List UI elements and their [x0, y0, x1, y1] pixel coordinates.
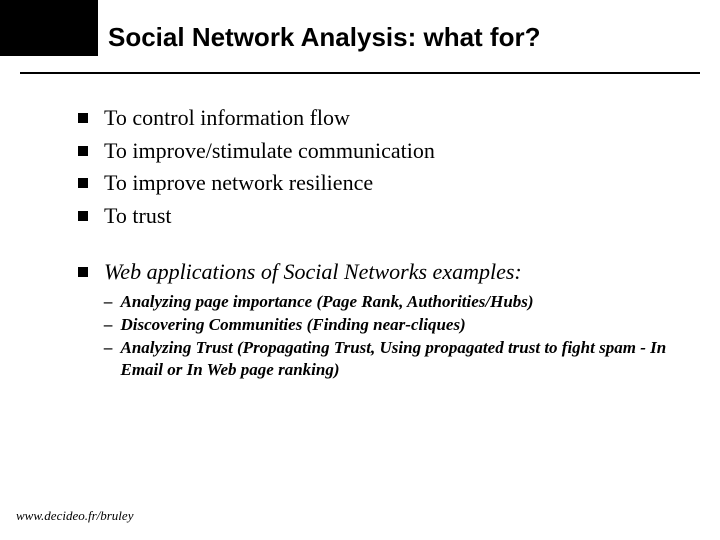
bullet-item: To control information flow — [78, 104, 698, 133]
bullet-text-italic: Web applications of Social Networks exam… — [104, 258, 522, 287]
dash-icon: – — [104, 314, 113, 335]
bullet-text: To control information flow — [104, 104, 350, 133]
dash-icon: – — [104, 291, 113, 312]
bullet-item: To improve network resilience — [78, 169, 698, 198]
sub-list: – Analyzing page importance (Page Rank, … — [104, 291, 698, 380]
slide-title: Social Network Analysis: what for? — [108, 22, 540, 53]
slide-content: To control information flow To improve/s… — [78, 104, 698, 382]
square-bullet-icon — [78, 146, 88, 156]
bullet-item: To trust — [78, 202, 698, 231]
header-black-box — [0, 0, 98, 56]
square-bullet-icon — [78, 178, 88, 188]
sub-text: Analyzing Trust (Propagating Trust, Usin… — [121, 337, 699, 380]
bullet-text: To trust — [104, 202, 172, 231]
square-bullet-icon — [78, 113, 88, 123]
bullet-item: Web applications of Social Networks exam… — [78, 258, 698, 287]
title-underline — [20, 72, 700, 74]
sub-item: – Analyzing Trust (Propagating Trust, Us… — [104, 337, 698, 380]
square-bullet-icon — [78, 267, 88, 277]
sub-item: – Discovering Communities (Finding near-… — [104, 314, 698, 335]
bullet-text: To improve network resilience — [104, 169, 373, 198]
square-bullet-icon — [78, 211, 88, 221]
sub-item: – Analyzing page importance (Page Rank, … — [104, 291, 698, 312]
bullet-item: To improve/stimulate communication — [78, 137, 698, 166]
sub-text: Discovering Communities (Finding near-cl… — [121, 314, 466, 335]
sub-text: Analyzing page importance (Page Rank, Au… — [121, 291, 534, 312]
footer-url: www.decideo.fr/bruley — [16, 508, 133, 524]
dash-icon: – — [104, 337, 113, 358]
bullet-text: To improve/stimulate communication — [104, 137, 435, 166]
